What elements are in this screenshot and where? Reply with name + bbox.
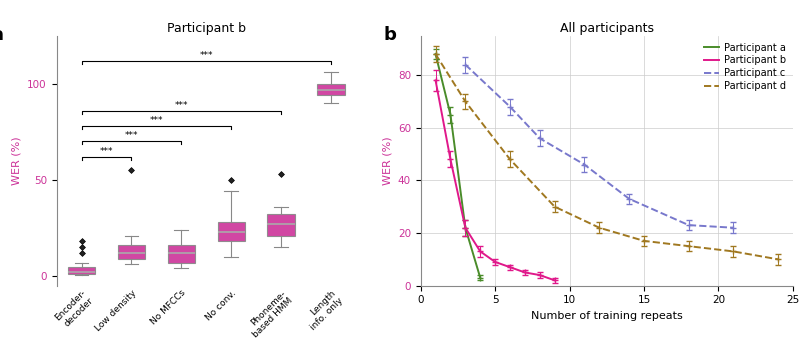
Title: All participants: All participants: [560, 21, 654, 35]
Title: Participant b: Participant b: [167, 21, 246, 35]
Participant b: [535, 273, 544, 277]
Participant a: [430, 52, 440, 56]
Participant d: [684, 244, 693, 248]
Participant c: [505, 105, 515, 109]
Text: ***: ***: [100, 147, 113, 156]
Participant b: [430, 78, 440, 82]
Participant c: [579, 162, 589, 167]
PathPatch shape: [218, 222, 245, 241]
Legend: Participant a, Participant b, Participant c, Participant d: Participant a, Participant b, Participan…: [702, 41, 788, 93]
Text: ***: ***: [175, 101, 188, 110]
Participant d: [505, 157, 515, 161]
X-axis label: Number of training repeats: Number of training repeats: [531, 311, 683, 321]
Y-axis label: WER (%): WER (%): [383, 136, 392, 185]
Participant c: [684, 223, 693, 227]
Line: Participant c: Participant c: [465, 65, 733, 228]
Participant d: [639, 239, 649, 243]
Participant c: [728, 226, 738, 230]
Participant d: [595, 226, 604, 230]
Participant a: [446, 112, 455, 117]
Participant a: [476, 276, 485, 280]
Participant d: [460, 99, 470, 104]
Y-axis label: WER (%): WER (%): [11, 136, 22, 185]
Line: Participant b: Participant b: [435, 80, 555, 280]
Participant b: [460, 226, 470, 230]
Participant b: [476, 249, 485, 253]
Participant d: [430, 52, 440, 56]
Line: Participant d: Participant d: [435, 54, 778, 259]
Text: ***: ***: [125, 131, 138, 140]
Participant b: [550, 278, 560, 282]
Participant a: [460, 226, 470, 230]
PathPatch shape: [167, 245, 195, 262]
PathPatch shape: [68, 267, 95, 274]
Participant c: [625, 197, 634, 201]
Text: ***: ***: [150, 116, 163, 125]
PathPatch shape: [317, 84, 345, 95]
PathPatch shape: [118, 245, 145, 259]
Participant c: [460, 62, 470, 67]
Participant d: [550, 205, 560, 209]
Participant b: [520, 270, 530, 275]
Participant b: [446, 157, 455, 161]
Line: Participant a: Participant a: [435, 54, 481, 278]
Participant d: [773, 257, 783, 261]
Text: b: b: [383, 26, 396, 44]
Text: ***: ***: [200, 51, 213, 60]
Participant d: [728, 249, 738, 253]
PathPatch shape: [268, 215, 294, 236]
Text: a: a: [0, 26, 2, 44]
Participant b: [490, 260, 500, 264]
Participant c: [535, 136, 544, 140]
Participant b: [505, 265, 515, 269]
